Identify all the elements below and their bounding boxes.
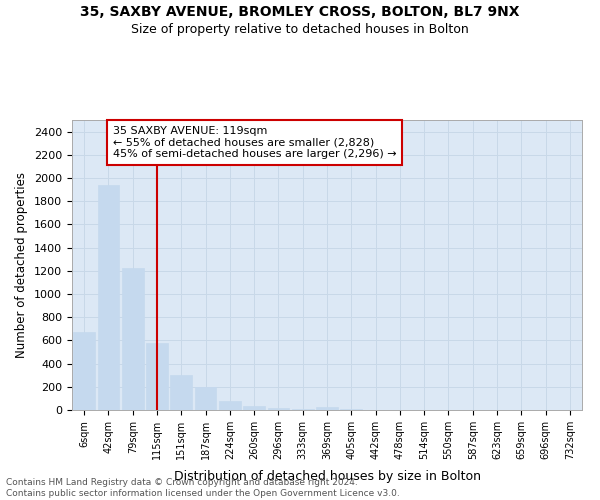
Y-axis label: Number of detached properties: Number of detached properties xyxy=(16,172,28,358)
Text: 35 SAXBY AVENUE: 119sqm
← 55% of detached houses are smaller (2,828)
45% of semi: 35 SAXBY AVENUE: 119sqm ← 55% of detache… xyxy=(113,126,397,159)
Bar xyxy=(219,402,241,410)
Bar xyxy=(268,408,289,410)
Text: Contains HM Land Registry data © Crown copyright and database right 2024.
Contai: Contains HM Land Registry data © Crown c… xyxy=(6,478,400,498)
Bar xyxy=(194,387,217,410)
Bar xyxy=(316,407,338,410)
Bar xyxy=(122,268,143,410)
Bar xyxy=(146,342,168,410)
Bar xyxy=(97,185,119,410)
Text: Size of property relative to detached houses in Bolton: Size of property relative to detached ho… xyxy=(131,22,469,36)
Bar xyxy=(243,406,265,410)
Bar xyxy=(73,332,95,410)
Bar xyxy=(170,375,192,410)
X-axis label: Distribution of detached houses by size in Bolton: Distribution of detached houses by size … xyxy=(173,470,481,483)
Text: 35, SAXBY AVENUE, BROMLEY CROSS, BOLTON, BL7 9NX: 35, SAXBY AVENUE, BROMLEY CROSS, BOLTON,… xyxy=(80,5,520,19)
